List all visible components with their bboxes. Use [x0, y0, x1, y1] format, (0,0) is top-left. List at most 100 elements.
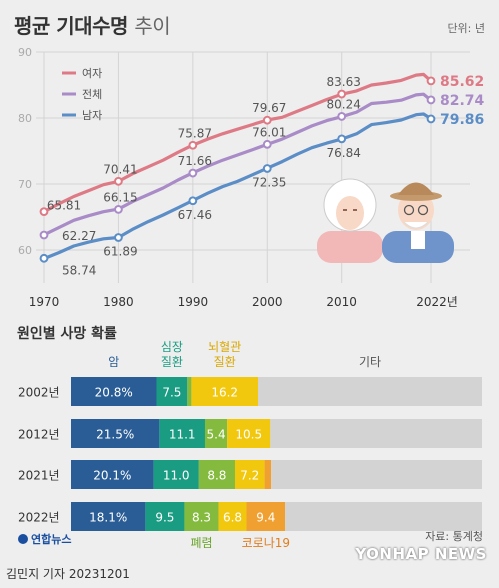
bar-segment-기타: [258, 377, 482, 406]
legend-label: 남자: [82, 109, 102, 122]
series-line-남자: [42, 112, 433, 261]
source-label: 자료: 통계청: [425, 530, 483, 543]
bar-segment-암: [71, 502, 146, 531]
data-label: 79.86: [440, 112, 484, 128]
data-label: 62.27: [62, 229, 96, 243]
bar-segment-폐렴: [198, 460, 235, 489]
bar-value-label: 6.8: [223, 511, 242, 525]
chart-title: 평균 기대수명 추이: [14, 10, 171, 39]
bar-value-label: 8.8: [207, 469, 226, 483]
bar-segment-암: [71, 377, 157, 406]
data-label: 80.24: [327, 97, 361, 111]
bar-segment-심장 질환: [156, 377, 188, 406]
data-point: [426, 76, 436, 86]
row-label: 2012년: [18, 428, 60, 442]
bar-chart-title: 원인별 사망 확률: [17, 326, 117, 342]
legend-label-heart: 심장: [161, 340, 183, 354]
bar-segment-심장 질환: [159, 419, 205, 448]
data-point: [114, 176, 123, 186]
elderly-couple-icon: [317, 178, 454, 263]
publisher-logo: 연합뉴스: [18, 531, 71, 547]
series-line-여자: [42, 72, 433, 214]
bar-segment-폐렴: [204, 419, 228, 448]
data-point: [426, 95, 436, 105]
legend-label-cerebro: 질환: [214, 355, 236, 369]
chart-title-bold: 평균 기대수명: [14, 14, 128, 38]
logo-text: 연합뉴스: [31, 533, 72, 546]
bar-value-label: 20.8%: [95, 386, 133, 400]
data-label: 75.87: [178, 126, 212, 140]
bar-segment-기타: [271, 460, 482, 489]
bar-value-label: 18.1%: [89, 511, 127, 525]
y-tick-label: 80: [18, 112, 32, 125]
data-point: [426, 114, 436, 124]
bar-segment-코로나19: [264, 460, 272, 489]
bar-segment-뇌혈관 질환: [218, 502, 247, 531]
data-label: 83.63: [327, 75, 361, 89]
bar-segment-뇌혈관 질환: [191, 377, 259, 406]
data-point: [188, 168, 198, 178]
x-tick-label: 1970: [29, 295, 60, 309]
bar-segment-폐렴: [184, 502, 219, 531]
data-point: [337, 89, 347, 99]
data-label: 76.84: [327, 146, 361, 160]
bar-value-label: 9.5: [155, 511, 174, 525]
data-label: 66.15: [103, 190, 137, 204]
legend-label: 전체: [82, 88, 102, 101]
data-label: 65.81: [47, 199, 81, 213]
bar-segment-심장 질환: [153, 460, 199, 489]
bar-segment-암: [71, 419, 160, 448]
legend-label-other: 기타: [359, 355, 381, 369]
bar-value-label: 11.0: [163, 469, 190, 483]
bar-value-label: 20.1%: [93, 469, 131, 483]
data-label: 70.41: [103, 162, 137, 176]
bar-segment-기타: [270, 419, 482, 448]
data-point: [39, 230, 49, 240]
bar-value-label: 21.5%: [96, 428, 134, 442]
bar-value-label: 16.2: [211, 386, 238, 400]
data-point: [262, 164, 272, 173]
data-point: [337, 112, 347, 121]
x-tick-label: 2000: [252, 295, 283, 309]
legend-label-cancer: 암: [108, 355, 119, 369]
author-label: 김민지 기자 20231201: [6, 567, 130, 581]
y-tick-label: 60: [18, 244, 32, 257]
data-point: [114, 205, 123, 214]
chart-title-light: 추이: [134, 14, 171, 38]
bar-segment-폐렴: [187, 377, 192, 406]
bar-segment-코로나19: [246, 502, 286, 531]
bar-segment-심장 질환: [145, 502, 185, 531]
legend-label-cerebro: 뇌혈관: [208, 340, 241, 354]
series-line-전체: [42, 92, 433, 237]
data-point: [262, 115, 272, 125]
bar-value-label: 7.5: [162, 386, 181, 400]
data-point: [188, 196, 198, 206]
data-point: [262, 139, 272, 149]
bar-value-label: 9.4: [256, 511, 275, 525]
bar-segment-기타: [285, 502, 482, 531]
row-label: 2022년: [18, 511, 60, 525]
data-point: [188, 140, 198, 150]
data-point: [337, 134, 347, 144]
bar-segment-뇌혈관 질환: [227, 419, 271, 448]
legend-label: 여자: [82, 67, 102, 80]
data-label: 61.89: [103, 245, 137, 259]
row-label: 2002년: [18, 386, 60, 400]
bar-value-label: 11.1: [169, 428, 196, 442]
bar-value-label: 8.3: [192, 511, 211, 525]
data-point: [39, 253, 49, 263]
data-point: [114, 233, 123, 242]
bar-segment-뇌혈관 질환: [234, 460, 265, 489]
x-tick-label: 1990: [178, 295, 209, 309]
y-tick-label: 90: [18, 46, 32, 59]
bar-segment-암: [71, 460, 154, 489]
x-tick-label: 2010: [326, 295, 357, 309]
data-label: 85.62: [440, 74, 484, 90]
logo-mark-icon: [18, 534, 28, 544]
x-tick-label: 1980: [103, 295, 134, 309]
data-label: 67.46: [178, 208, 212, 222]
bar-value-label: 7.2: [240, 469, 259, 483]
legend-label-pneumonia: 폐렴: [190, 536, 212, 550]
data-label: 79.67: [252, 101, 286, 115]
